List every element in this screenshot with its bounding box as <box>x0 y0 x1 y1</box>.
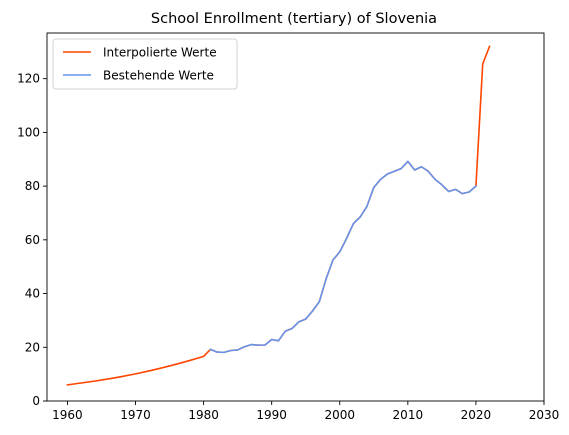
plot-frame <box>46 32 545 402</box>
y-tick-label: 0 <box>32 394 40 408</box>
legend-label-0: Interpolierte Werte <box>103 46 217 60</box>
y-tick-label: 120 <box>17 72 40 86</box>
x-tick-label: 2030 <box>529 408 560 422</box>
y-tick-label: 80 <box>25 179 40 193</box>
y-tick-label: 60 <box>25 233 40 247</box>
x-tick-label: 1990 <box>256 408 287 422</box>
x-tick-label: 1970 <box>120 408 151 422</box>
x-tick-label: 1960 <box>52 408 83 422</box>
series-line-1 <box>209 160 478 354</box>
axes-layer: 1960 1970 1980 1990 2000 2010 2020 2030 0 20 40 60 8… <box>17 32 560 422</box>
x-tick-label: 2000 <box>324 408 355 422</box>
y-tick-label: 20 <box>25 340 40 354</box>
legend-label-1: Bestehende Werte <box>103 69 214 83</box>
legend-box <box>52 38 238 90</box>
y-tick-label: 40 <box>25 287 40 301</box>
legend: Interpolierte Werte Bestehende Werte <box>52 38 238 90</box>
x-tick-label: 2010 <box>393 408 424 422</box>
series-layer <box>66 45 491 386</box>
x-tick-label: 1980 <box>188 408 219 422</box>
y-tick-label: 100 <box>17 125 40 139</box>
chart-title: School Enrollment (tertiary) of Slovenia <box>151 11 437 27</box>
x-tick-label: 2020 <box>461 408 492 422</box>
